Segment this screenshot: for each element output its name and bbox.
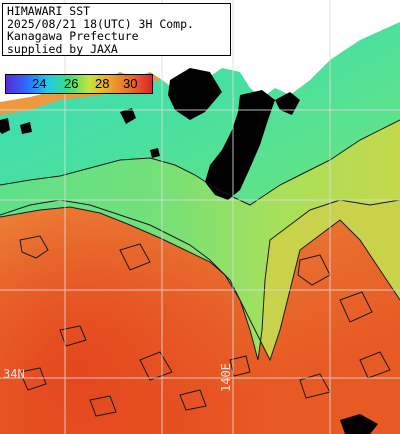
title-line-3: Kanagawa Prefecture [7, 29, 139, 43]
colorbar-tick-24: 24 [32, 76, 47, 91]
cloud-mask [0, 68, 378, 434]
title-line-4: supplied by JAXA [7, 41, 118, 56]
colorbar-gradient [6, 75, 152, 93]
colorbar-tick-26: 26 [64, 76, 79, 91]
colorbar-tick-30: 30 [123, 76, 138, 91]
latitude-label: 34N [3, 367, 25, 381]
title-line-2: 2025/08/21 18(UTC) 3H Comp. [7, 16, 194, 31]
colorbar-tick-28: 28 [95, 76, 110, 91]
longitude-label: 140E [219, 363, 233, 392]
title-line-1: HIMAWARI SST [7, 4, 91, 18]
title-box: HIMAWARI SST 2025/08/21 18(UTC) 3H Comp.… [2, 3, 231, 56]
sst-colorbar: 24 26 28 30 [5, 74, 153, 94]
